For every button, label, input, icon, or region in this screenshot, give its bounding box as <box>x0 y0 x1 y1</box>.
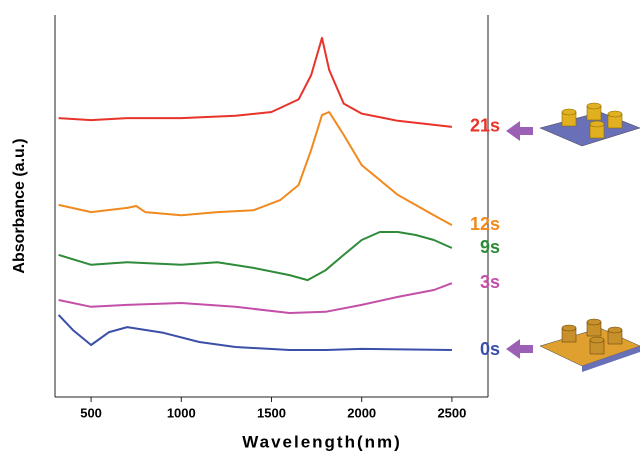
icon-21s <box>506 102 641 147</box>
series-label: 3s <box>480 272 500 292</box>
series-line <box>58 36 453 128</box>
series-label: 0s <box>480 339 500 359</box>
x-tick-label: 2500 <box>437 405 466 420</box>
x-axis-label: Wavelength(nm) <box>242 432 402 451</box>
series-line <box>58 231 453 282</box>
y-axis-label: Absorbance (a.u.) <box>11 138 28 273</box>
series-label: 12s <box>470 214 500 234</box>
x-tick-label: 2000 <box>347 405 376 420</box>
x-tick-label: 1000 <box>167 405 196 420</box>
series-line <box>57 314 452 351</box>
x-tick-label: 500 <box>80 405 102 420</box>
axes <box>54 15 489 398</box>
series-label: 9s <box>480 237 500 257</box>
x-tick-label: 1500 <box>257 405 286 420</box>
series-line <box>58 282 453 314</box>
series-line <box>58 111 453 226</box>
series-label: 21s <box>470 116 500 136</box>
icon-0s <box>506 318 641 372</box>
